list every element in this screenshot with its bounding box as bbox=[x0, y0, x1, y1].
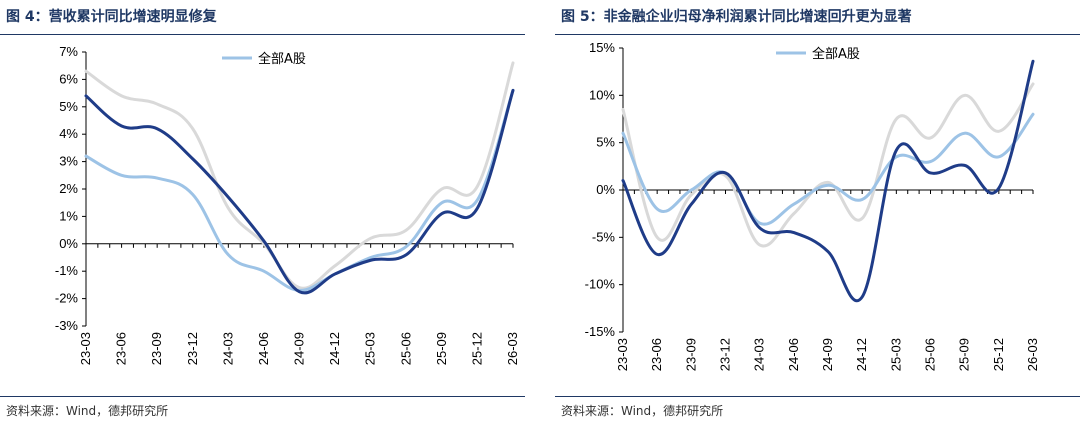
x-tick-label: 23-06 bbox=[649, 338, 664, 371]
x-tick-label: 25-06 bbox=[398, 332, 413, 365]
y-tick-label: -10% bbox=[585, 277, 616, 292]
x-tick-label: 23-06 bbox=[114, 332, 129, 365]
chart-panel-left: 图 4：营收累计同比增速明显修复 -3% -2% -1% 0% 1% 2% 3% 4% 5% 6%… bbox=[0, 0, 525, 427]
line-chart-profit-growth: -15% -10% -5% 0% 5% 10% 15% 23-03 23-06 23-09 23-1… bbox=[585, 40, 1040, 371]
chart-title: 图 5：非金融企业归母净利润累计同比增速回升更为显著 bbox=[561, 9, 912, 25]
x-tick-label: 25-12 bbox=[991, 338, 1006, 371]
y-tick-label: 0% bbox=[596, 182, 615, 197]
y-tick-label: 5% bbox=[596, 135, 615, 150]
y-tick-label: 0% bbox=[59, 236, 78, 251]
series-line-2 bbox=[621, 82, 1035, 248]
x-tick-label: 24-06 bbox=[786, 338, 801, 371]
x-tick-label: 24-09 bbox=[820, 338, 835, 371]
legend-label: 全部A股 bbox=[812, 46, 860, 62]
title-divider bbox=[0, 34, 525, 35]
x-tick-label: 24-12 bbox=[327, 332, 342, 365]
x-tick-label: 24-06 bbox=[256, 332, 271, 365]
y-tick-label: -1% bbox=[55, 263, 79, 278]
y-tick-label: 7% bbox=[59, 44, 78, 59]
source-divider bbox=[0, 396, 525, 397]
x-tick-label: 25-06 bbox=[923, 338, 938, 371]
x-tick-label: 23-12 bbox=[718, 338, 733, 371]
x-tick-label: 24-09 bbox=[292, 332, 307, 365]
x-tick-label: 23-12 bbox=[185, 332, 200, 365]
y-tick-label: 15% bbox=[589, 40, 615, 55]
chart-title: 图 4：营收累计同比增速明显修复 bbox=[6, 9, 217, 25]
x-tick-label: 23-03 bbox=[78, 332, 93, 365]
y-tick-label: 5% bbox=[59, 99, 78, 114]
y-tick-label: 6% bbox=[59, 71, 78, 86]
source-note: 资料来源：Wind，德邦研究所 bbox=[6, 404, 169, 418]
x-tick-label: 25-03 bbox=[888, 338, 903, 371]
y-tick-label: -3% bbox=[55, 318, 79, 333]
series-line-1 bbox=[621, 59, 1035, 302]
x-tick-label: 24-12 bbox=[854, 338, 869, 371]
source-note: 资料来源：Wind，德邦研究所 bbox=[561, 404, 724, 418]
x-tick-label: 25-09 bbox=[434, 332, 449, 365]
x-tick-label: 24-03 bbox=[752, 338, 767, 371]
y-tick-label: 2% bbox=[59, 181, 78, 196]
y-tick-label: -5% bbox=[592, 229, 616, 244]
legend-label: 全部A股 bbox=[258, 51, 306, 67]
y-tick-label: 4% bbox=[59, 126, 78, 141]
source-divider bbox=[555, 396, 1080, 397]
y-tick-label: 3% bbox=[59, 154, 78, 169]
line-chart-revenue-growth: -3% -2% -1% 0% 1% 2% 3% 4% 5% 6% 7% 23-03 23-06 23-09… bbox=[55, 44, 520, 365]
series-line-0 bbox=[621, 112, 1035, 226]
chart-panel-right: 图 5：非金融企业归母净利润累计同比增速回升更为显著 -15% -10% -5% 0%… bbox=[555, 0, 1080, 427]
x-tick-label: 23-09 bbox=[683, 338, 698, 371]
x-tick-label: 23-03 bbox=[615, 338, 630, 371]
title-divider bbox=[555, 34, 1080, 35]
y-tick-label: 10% bbox=[589, 87, 615, 102]
x-tick-label: 23-09 bbox=[149, 332, 164, 365]
x-tick-label: 25-03 bbox=[363, 332, 378, 365]
series-line-1 bbox=[84, 88, 515, 295]
x-tick-label: 25-09 bbox=[957, 338, 972, 371]
series-line-2 bbox=[84, 61, 515, 290]
x-tick-label: 24-03 bbox=[220, 332, 235, 365]
x-tick-label: 26-03 bbox=[505, 332, 520, 365]
y-tick-label: -15% bbox=[585, 324, 616, 339]
x-tick-label: 26-03 bbox=[1025, 338, 1040, 371]
y-tick-label: 1% bbox=[59, 208, 78, 223]
x-tick-label: 25-12 bbox=[469, 332, 484, 365]
y-tick-label: -2% bbox=[55, 291, 79, 306]
series-line-0 bbox=[84, 88, 515, 292]
